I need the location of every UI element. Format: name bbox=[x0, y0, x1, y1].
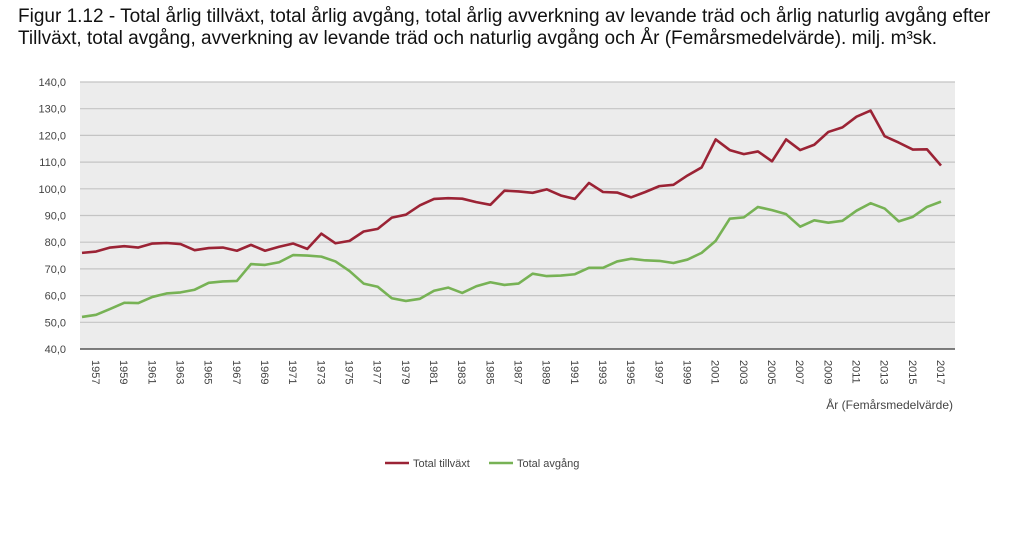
chart-title: Figur 1.12 - Total årlig tillväxt, total… bbox=[18, 6, 991, 49]
y-tick-label: 140,0 bbox=[38, 77, 66, 89]
y-tick-label: 110,0 bbox=[39, 157, 66, 169]
x-tick-label: 1967 bbox=[230, 360, 242, 384]
x-tick-label: 1987 bbox=[512, 360, 524, 384]
y-tick-label: 90,0 bbox=[45, 211, 66, 223]
x-tick-label: 1993 bbox=[596, 360, 608, 384]
x-tick-label: 2005 bbox=[765, 360, 777, 384]
x-tick-label: 1971 bbox=[286, 360, 298, 384]
x-tick-label: 1995 bbox=[624, 360, 636, 384]
x-tick-label: 2013 bbox=[878, 360, 890, 384]
x-tick-label: 2001 bbox=[709, 360, 721, 384]
x-tick-label: 1979 bbox=[399, 360, 411, 384]
x-tick-label: 1963 bbox=[174, 360, 186, 384]
legend-label: Total tillväxt bbox=[413, 458, 470, 470]
x-tick-label: 1997 bbox=[652, 360, 664, 384]
y-tick-label: 60,0 bbox=[45, 291, 66, 303]
x-tick-label: 2015 bbox=[906, 360, 918, 384]
x-tick-label: 1965 bbox=[202, 360, 214, 384]
y-tick-label: 40,0 bbox=[45, 344, 66, 356]
x-tick-label: 2007 bbox=[793, 360, 805, 384]
x-tick-label: 1989 bbox=[540, 360, 552, 384]
x-tick-label: 1991 bbox=[568, 360, 580, 384]
x-tick-label: 1973 bbox=[314, 360, 326, 384]
x-tick-label: 2017 bbox=[934, 360, 946, 384]
legend-label: Total avgång bbox=[517, 458, 579, 470]
legend: Total tillväxt Total avgång bbox=[385, 458, 579, 470]
series-line-0 bbox=[81, 109, 942, 255]
y-tick-label: 120,0 bbox=[38, 130, 66, 142]
x-tick-label: 1977 bbox=[371, 360, 383, 384]
x-tick-label: 1981 bbox=[427, 360, 439, 384]
x-tick-label: 2011 bbox=[850, 360, 862, 384]
x-tick-label: 1985 bbox=[483, 360, 495, 384]
x-tick-label: 2003 bbox=[737, 360, 749, 384]
x-tick-label: 2009 bbox=[821, 360, 833, 384]
y-tick-label: 50,0 bbox=[45, 317, 66, 329]
y-tick-label: 100,0 bbox=[38, 184, 66, 196]
x-tick-label: 1969 bbox=[258, 360, 270, 384]
y-tick-label: 80,0 bbox=[45, 237, 66, 249]
y-tick-label: 70,0 bbox=[45, 264, 66, 276]
x-tick-label: 1957 bbox=[89, 360, 101, 384]
x-tick-label: 1983 bbox=[455, 360, 467, 384]
x-tick-label: 1999 bbox=[681, 360, 693, 384]
x-tick-label: 1961 bbox=[145, 360, 157, 384]
y-tick-label: 130,0 bbox=[38, 104, 66, 116]
series-line-1 bbox=[81, 200, 942, 319]
x-tick-label: 1975 bbox=[343, 360, 355, 384]
x-axis-title: År (Femårsmedelvärde) bbox=[826, 397, 953, 412]
x-tick-label: 1959 bbox=[117, 360, 129, 384]
